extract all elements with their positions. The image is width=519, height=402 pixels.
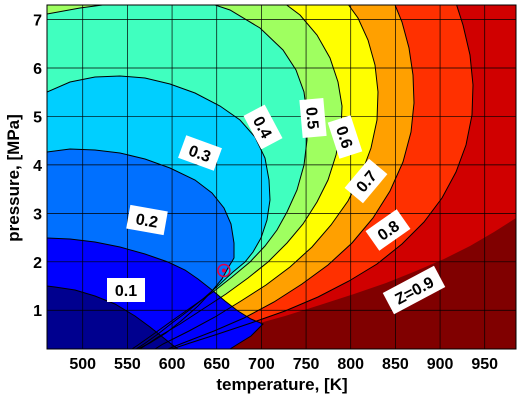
y-tick-labels: 1 2 3 4 5 6 7 — [33, 13, 42, 321]
x-tick-label: 500 — [69, 356, 96, 373]
x-tick-label: 550 — [114, 356, 141, 373]
svg-text:0.5: 0.5 — [302, 106, 321, 130]
y-tick-label: 2 — [33, 255, 42, 272]
x-axis-label: temperature, [K] — [216, 375, 347, 394]
svg-text:0.6: 0.6 — [332, 124, 355, 151]
svg-text:0.2: 0.2 — [134, 211, 159, 232]
critical-point-dot — [221, 268, 226, 273]
x-tick-label: 900 — [427, 356, 454, 373]
y-tick-label: 4 — [33, 158, 42, 175]
contour-label-0.6: 0.6 — [327, 115, 363, 159]
x-tick-label: 600 — [159, 356, 186, 373]
contour-label-0.3: 0.3 — [178, 135, 222, 171]
contour-label-0.5: 0.5 — [299, 98, 327, 138]
y-axis-label: pressure, [MPa] — [4, 114, 23, 242]
x-tick-labels: 500 550 600 650 700 750 800 850 900 950 — [69, 356, 498, 373]
x-tick-label: 950 — [471, 356, 498, 373]
x-tick-label: 850 — [382, 356, 409, 373]
svg-text:0.1: 0.1 — [115, 283, 137, 300]
x-tick-label: 800 — [337, 356, 364, 373]
svg-text:0.3: 0.3 — [186, 143, 213, 167]
contour-line-0.2 — [47, 237, 264, 349]
y-tick-label: 7 — [33, 13, 42, 30]
critical-point-ring — [217, 263, 231, 278]
x-tick-label: 750 — [293, 356, 320, 373]
x-tick-label: 700 — [248, 356, 275, 373]
critical-point-marker — [217, 263, 231, 278]
region-Z<0.1 — [47, 286, 178, 349]
plot-frame — [46, 4, 517, 350]
contour-label-0.4: 0.4 — [243, 104, 283, 150]
contour-label-0.2: 0.2 — [126, 204, 168, 236]
contour-line-0.6 — [139, 5, 343, 349]
contour-line-0.9 — [171, 5, 474, 349]
y-tick-label: 3 — [33, 206, 42, 223]
x-tick-label: 650 — [203, 356, 230, 373]
y-tick-label: 1 — [33, 303, 42, 320]
contour-line-0.3 — [47, 148, 235, 349]
contour-label-0.7: 0.7 — [344, 158, 388, 204]
contour-label-0.1: 0.1 — [107, 278, 145, 302]
contour-line-0.4 — [47, 75, 271, 349]
y-tick-label: 5 — [33, 109, 42, 126]
y-tick-label: 6 — [33, 61, 42, 78]
contour-line-0.8 — [167, 5, 415, 349]
